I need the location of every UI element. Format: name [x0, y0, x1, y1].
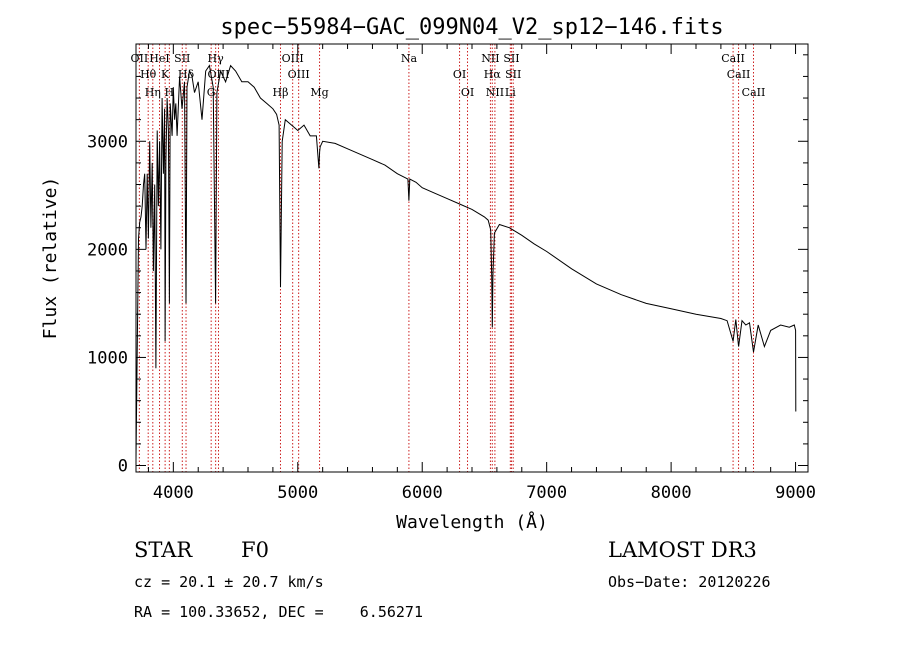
line-label: NII [486, 86, 504, 99]
line-label: Hη [145, 86, 161, 99]
x-tick-label: 6000 [402, 483, 443, 503]
line-label: OI [453, 68, 466, 81]
y-tick-label: 1000 [87, 348, 128, 368]
coordinates: RA = 100.33652, DEC = 6.56271 [134, 603, 423, 621]
x-tick-label: 4000 [153, 483, 194, 503]
x-axis-title: Wavelength (Å) [396, 511, 548, 533]
y-tick-label: 0 [118, 457, 128, 477]
line-label: Li [505, 86, 516, 99]
line-label: NII [481, 52, 499, 65]
line-label: G [207, 86, 216, 99]
line-label: HeI [149, 52, 169, 65]
line-label: OIII [288, 68, 310, 81]
line-label: Na [401, 52, 418, 65]
y-axis-ticks: 0 1000 2000 3000 [87, 54, 808, 477]
y-axis-title: Flux (relative) [40, 177, 61, 340]
line-label: Hγ [208, 52, 225, 65]
x-axis-ticks: 4000 5000 6000 7000 8000 9000 [147, 44, 816, 503]
x-tick-label: 7000 [526, 483, 567, 503]
object-type: STAR [134, 538, 193, 562]
object-subclass: F0 [241, 538, 269, 562]
x-tick-label: 8000 [651, 483, 692, 503]
x-tick-label: 5000 [277, 483, 318, 503]
redshift-readout: cz = 20.1 ± 20.7 km/s [134, 573, 324, 591]
line-label: SII [505, 68, 521, 81]
line-label: Hβ [273, 86, 289, 99]
line-label: OII [131, 52, 149, 65]
emission-line-markers [138, 44, 754, 472]
x-tick-label: 9000 [775, 483, 816, 503]
obs-date: Obs−Date: 20120226 [608, 573, 771, 591]
y-tick-label: 2000 [87, 240, 128, 260]
emission-line-labels: OIIHθHηHeIKHSIIHδGHγOIIIHβOIIIOIIIMgNaOI… [131, 52, 766, 99]
line-label: K [161, 68, 170, 81]
line-label: OI [461, 86, 474, 99]
line-label: H [165, 86, 175, 99]
line-label: Hδ [178, 68, 195, 81]
plot-frame [135, 43, 809, 473]
spectrum-line [135, 64, 797, 461]
line-label: SII [174, 52, 190, 65]
survey-name: LAMOST DR3 [608, 538, 757, 562]
line-label: Hα [484, 68, 502, 81]
y-tick-label: 3000 [87, 132, 128, 152]
line-label: Mg [310, 86, 328, 99]
line-label: CaII [721, 52, 745, 65]
line-label: CaII [742, 86, 766, 99]
line-label: Hθ [140, 68, 157, 81]
line-label: CaII [727, 68, 751, 81]
line-label: OIII [282, 52, 304, 65]
line-label: SII [503, 52, 519, 65]
chart-title: spec−55984−GAC_099N04_V2_sp12−146.fits [220, 15, 723, 40]
